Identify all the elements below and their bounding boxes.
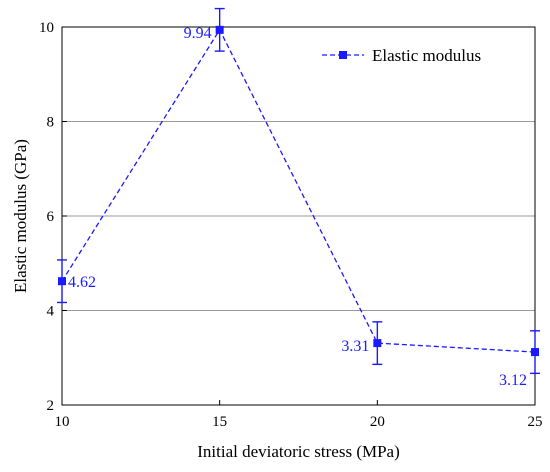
series-layer: 4.62 9.94 3.31 3.12 bbox=[57, 7, 540, 389]
y-tick-label-2: 2 bbox=[47, 398, 55, 414]
legend-label-elastic-modulus: Elastic modulus bbox=[372, 46, 481, 65]
grid-lines bbox=[62, 121, 535, 311]
data-point-25 bbox=[531, 348, 539, 357]
x-tick-label-15: 15 bbox=[212, 414, 227, 430]
y-axis-title: Elastic modulus (GPa) bbox=[11, 139, 30, 293]
x-tick-label-25: 25 bbox=[528, 414, 543, 430]
data-label-10: 4.62 bbox=[68, 274, 96, 291]
x-tick-label-20: 20 bbox=[370, 414, 385, 430]
y-tick-label-8: 8 bbox=[47, 115, 55, 131]
legend-marker-swatch bbox=[339, 51, 347, 59]
x-tick-label-10: 10 bbox=[55, 414, 70, 430]
data-point-15 bbox=[215, 25, 224, 34]
axis-ticks bbox=[61, 26, 536, 406]
data-label-20: 3.31 bbox=[341, 338, 369, 355]
y-tick-label-10: 10 bbox=[39, 20, 54, 36]
legend: Elastic modulus bbox=[322, 46, 481, 65]
data-label-15: 9.94 bbox=[184, 25, 212, 42]
x-axis-title: Initial deviatoric stress (MPa) bbox=[197, 442, 400, 461]
tick-labels: 2 4 6 8 10 10 15 20 25 bbox=[39, 20, 543, 430]
data-point-10 bbox=[58, 277, 66, 286]
data-label-25: 3.12 bbox=[499, 372, 527, 389]
series-line-0 bbox=[61, 28, 536, 353]
y-tick-label-4: 4 bbox=[47, 304, 55, 320]
y-tick-label-6: 6 bbox=[47, 209, 55, 225]
data-point-20 bbox=[373, 339, 382, 348]
